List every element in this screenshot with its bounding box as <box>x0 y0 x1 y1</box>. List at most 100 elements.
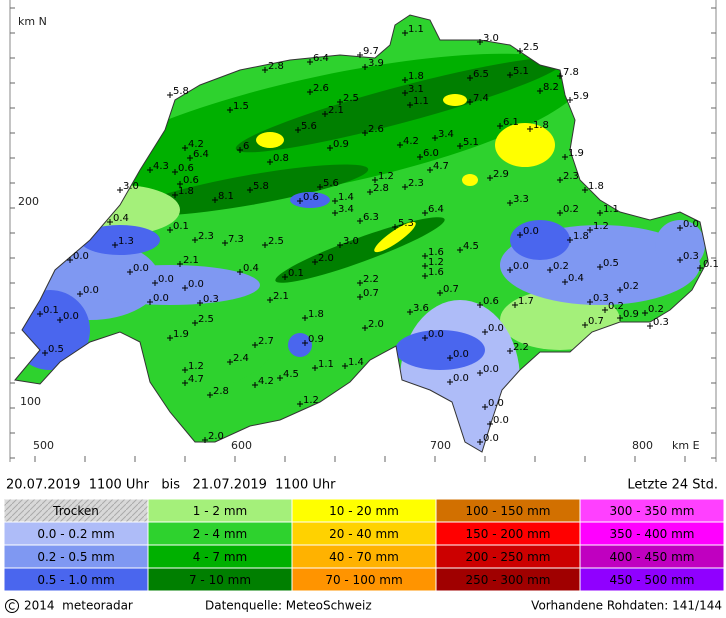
station-marker <box>447 379 453 385</box>
legend-label: 1 - 2 mm <box>193 504 247 518</box>
station-marker <box>557 73 563 79</box>
station-value: 0.4 <box>113 213 129 224</box>
station-marker <box>587 299 593 305</box>
station-marker <box>487 421 493 427</box>
station-marker <box>507 72 513 78</box>
station-value: 5.9 <box>573 91 589 102</box>
station-value: 8.1 <box>218 191 234 202</box>
station-value: 0.6 <box>303 192 319 203</box>
station-marker <box>677 257 683 263</box>
station-value: 8.2 <box>543 82 559 93</box>
station-value: 1.1 <box>408 24 424 35</box>
station-marker <box>42 350 48 356</box>
station-value: 1.8 <box>573 231 589 242</box>
station-marker <box>407 102 413 108</box>
station-marker <box>107 219 113 225</box>
station-value: 0.0 <box>63 311 79 322</box>
station-value: 0.1 <box>173 221 189 232</box>
station-value: 0.2 <box>648 304 664 315</box>
station-marker <box>37 311 43 317</box>
station-marker <box>562 154 568 160</box>
station-marker <box>517 48 523 54</box>
station-value: 0.6 <box>483 296 499 307</box>
station-marker <box>497 123 503 129</box>
station-marker <box>557 210 563 216</box>
station-marker <box>357 280 363 286</box>
station-value: 4.7 <box>188 374 204 385</box>
station-value: 0.5 <box>603 258 619 269</box>
station-value: 0.3 <box>593 293 609 304</box>
station-marker <box>362 325 368 331</box>
station-value: 4.5 <box>463 241 479 252</box>
station-value: 7.4 <box>473 93 489 104</box>
station-value: 2.8 <box>213 386 229 397</box>
station-marker <box>267 297 273 303</box>
station-marker <box>562 279 568 285</box>
station-value: 6.4 <box>193 149 209 160</box>
station-marker <box>477 39 483 45</box>
station-value: 4.2 <box>403 136 419 147</box>
station-value: 1.2 <box>188 361 204 372</box>
station-marker <box>517 232 523 238</box>
station-value: 1.4 <box>338 192 354 203</box>
station-marker <box>317 184 323 190</box>
station-marker <box>697 265 703 271</box>
station-marker <box>237 147 243 153</box>
legend-label: 100 - 150 mm <box>466 504 551 518</box>
station-value: 1.2 <box>428 257 444 268</box>
station-marker <box>197 300 203 306</box>
legend-label: 450 - 500 mm <box>610 573 695 587</box>
copyright-icon <box>5 599 19 613</box>
station-value: 0.0 <box>483 433 499 444</box>
period: 20.07.2019 1100 Uhr bis 21.07.2019 1100 … <box>6 478 336 493</box>
station-marker <box>127 269 133 275</box>
station-value: 2.5 <box>343 93 359 104</box>
station-marker <box>187 155 193 161</box>
station-marker <box>67 257 73 263</box>
station-marker <box>252 382 258 388</box>
station-value: 4.3 <box>153 161 169 172</box>
station-marker <box>432 135 438 141</box>
station-marker <box>207 392 213 398</box>
station-marker <box>282 274 288 280</box>
station-value: 0.2 <box>553 261 569 272</box>
station-marker <box>407 309 413 315</box>
station-value: 0.7 <box>588 316 604 327</box>
station-marker <box>422 253 428 259</box>
station-value: 6.4 <box>313 53 329 64</box>
legend-swatch <box>579 567 725 592</box>
station-marker <box>457 247 463 253</box>
station-marker <box>152 280 158 286</box>
station-value: 1.6 <box>428 247 444 258</box>
station-marker <box>227 359 233 365</box>
station-value: 0.9 <box>623 309 639 320</box>
station-marker <box>477 439 483 445</box>
station-value: 0.7 <box>443 284 459 295</box>
station-marker <box>512 302 518 308</box>
station-marker <box>147 167 153 173</box>
station-marker <box>457 143 463 149</box>
station-value: 2.9 <box>493 169 509 180</box>
axis-label: 500 <box>33 439 54 452</box>
station-value: 2.3 <box>563 171 579 182</box>
station-marker <box>422 263 428 269</box>
station-value: 2.1 <box>183 255 199 266</box>
station-value: 6.3 <box>363 212 379 223</box>
legend-label: 400 - 450 mm <box>610 550 695 564</box>
station-value: 0.5 <box>48 344 64 355</box>
station-value: 0.1 <box>43 305 59 316</box>
station-marker <box>402 90 408 96</box>
axis-label: km N <box>18 15 47 28</box>
legend-label: 40 - 70 mm <box>329 550 399 564</box>
axis-label: 700 <box>430 439 451 452</box>
station-value: 3.1 <box>408 84 424 95</box>
station-marker <box>112 242 118 248</box>
axis-label: 600 <box>231 439 252 452</box>
legend-label: 0.2 - 0.5 mm <box>37 550 114 564</box>
legend-label: 300 - 350 mm <box>610 504 695 518</box>
station-marker <box>447 355 453 361</box>
station-value: 2.1 <box>273 291 289 302</box>
station-value: 0.3 <box>683 251 699 262</box>
station-marker <box>417 154 423 160</box>
